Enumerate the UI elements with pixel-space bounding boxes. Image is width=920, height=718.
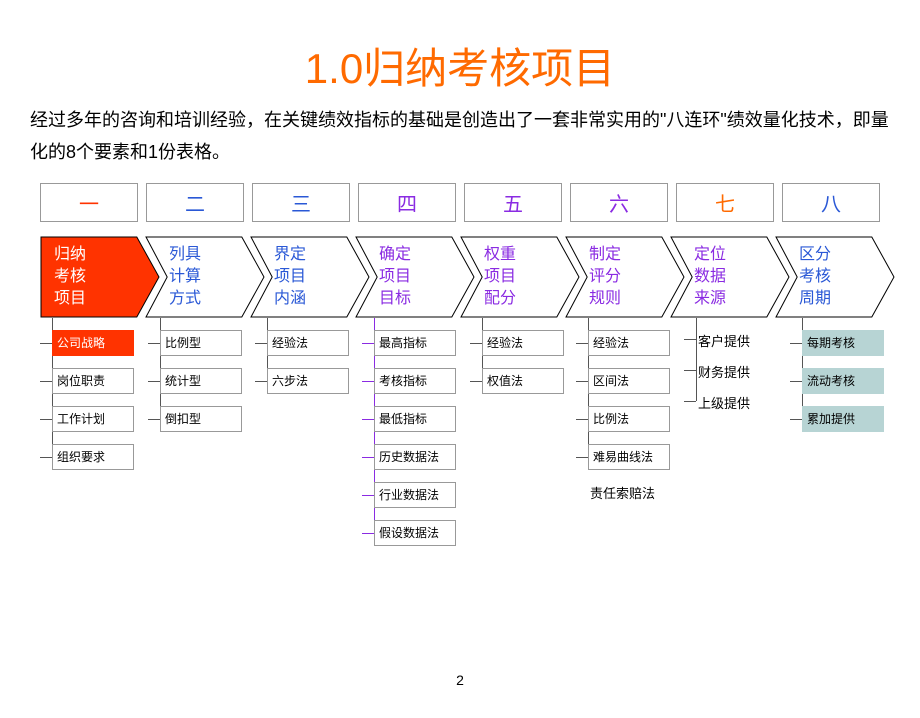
detail-item-label: 经验法 xyxy=(482,330,564,356)
detail-item-label: 工作计划 xyxy=(52,406,134,432)
detail-item-label: 考核指标 xyxy=(374,368,456,394)
detail-item: 假设数据法 xyxy=(362,520,456,546)
detail-item-label: 历史数据法 xyxy=(374,444,456,470)
detail-item-label: 财务提供 xyxy=(696,361,778,380)
detail-item: 历史数据法 xyxy=(362,444,456,470)
detail-columns: 公司战略岗位职责工作计划组织要求比例型统计型倒扣型经验法六步法最高指标考核指标最… xyxy=(30,318,890,718)
detail-item-label: 责任索赔法 xyxy=(588,482,670,501)
detail-item-label: 权值法 xyxy=(482,368,564,394)
detail-item: 岗位职责 xyxy=(40,368,134,394)
detail-item-label: 上级提供 xyxy=(696,392,778,411)
step-number-5: 五 xyxy=(464,183,562,222)
process-step-label: 定位 数据 来源 xyxy=(694,244,726,310)
detail-item-label: 难易曲线法 xyxy=(588,444,670,470)
detail-column-2: 比例型统计型倒扣型 xyxy=(148,318,242,432)
detail-column-8: 每期考核流动考核累加提供 xyxy=(790,318,884,432)
detail-column-1: 公司战略岗位职责工作计划组织要求 xyxy=(40,318,134,470)
detail-item-label: 最低指标 xyxy=(374,406,456,432)
detail-item-label: 倒扣型 xyxy=(160,406,242,432)
detail-item-label: 每期考核 xyxy=(802,330,884,356)
detail-item: 最高指标 xyxy=(362,330,456,356)
detail-item: 上级提供 xyxy=(684,392,778,411)
process-arrow-row: 归纳 考核 项目 列具 计算 方式 界定 项目 内涵 确定 项目 目标 权重 项目 配分… xyxy=(30,236,890,318)
detail-column-6: 经验法区间法比例法难易曲线法责任索赔法 xyxy=(576,318,670,501)
detail-column-4: 最高指标考核指标最低指标历史数据法行业数据法假设数据法 xyxy=(362,318,456,546)
detail-item-label: 最高指标 xyxy=(374,330,456,356)
detail-item-label: 比例法 xyxy=(588,406,670,432)
process-step-7: 定位 数据 来源 xyxy=(670,236,791,318)
process-step-label: 区分 考核 周期 xyxy=(799,244,831,310)
detail-item-label: 公司战略 xyxy=(52,330,134,356)
process-step-3: 界定 项目 内涵 xyxy=(250,236,371,318)
detail-item: 经验法 xyxy=(470,330,564,356)
detail-item-label: 行业数据法 xyxy=(374,482,456,508)
detail-item: 工作计划 xyxy=(40,406,134,432)
detail-item-label: 经验法 xyxy=(588,330,670,356)
detail-item-label: 统计型 xyxy=(160,368,242,394)
detail-item: 每期考核 xyxy=(790,330,884,356)
detail-item: 经验法 xyxy=(576,330,670,356)
step-number-8: 八 xyxy=(782,183,880,222)
detail-item-label: 组织要求 xyxy=(52,444,134,470)
step-number-4: 四 xyxy=(358,183,456,222)
detail-item: 区间法 xyxy=(576,368,670,394)
page-number: 2 xyxy=(0,672,920,688)
process-step-label: 列具 计算 方式 xyxy=(169,244,201,310)
step-number-7: 七 xyxy=(676,183,774,222)
detail-item-label: 累加提供 xyxy=(802,406,884,432)
step-number-1: 一 xyxy=(40,183,138,222)
detail-item: 比例型 xyxy=(148,330,242,356)
detail-item-label: 岗位职责 xyxy=(52,368,134,394)
step-number-row: 一二三四五六七八 xyxy=(30,183,890,222)
detail-item-label: 比例型 xyxy=(160,330,242,356)
detail-item-label: 六步法 xyxy=(267,368,349,394)
detail-column-7: 客户提供财务提供上级提供 xyxy=(684,318,778,411)
process-step-2: 列具 计算 方式 xyxy=(145,236,266,318)
process-step-4: 确定 项目 目标 xyxy=(355,236,476,318)
process-step-label: 制定 评分 规则 xyxy=(589,244,621,310)
detail-column-5: 经验法权值法 xyxy=(470,318,564,394)
detail-item: 难易曲线法 xyxy=(576,444,670,470)
detail-column-3: 经验法六步法 xyxy=(255,318,349,394)
process-step-8: 区分 考核 周期 xyxy=(775,236,896,318)
slide-page: 1.0归纳考核项目 经过多年的咨询和培训经验，在关键绩效指标的基础是创造出了一套… xyxy=(0,0,920,690)
detail-item: 六步法 xyxy=(255,368,349,394)
step-number-3: 三 xyxy=(252,183,350,222)
detail-item: 流动考核 xyxy=(790,368,884,394)
detail-item: 财务提供 xyxy=(684,361,778,380)
step-number-2: 二 xyxy=(146,183,244,222)
page-subtitle: 经过多年的咨询和培训经验，在关键绩效指标的基础是创造出了一套非常实用的"八连环"… xyxy=(30,104,890,169)
process-step-5: 权重 项目 配分 xyxy=(460,236,581,318)
process-step-label: 界定 项目 内涵 xyxy=(274,244,306,310)
detail-item: 比例法 xyxy=(576,406,670,432)
detail-item: 责任索赔法 xyxy=(576,482,670,501)
detail-item: 经验法 xyxy=(255,330,349,356)
detail-item: 客户提供 xyxy=(684,330,778,349)
process-step-1: 归纳 考核 项目 xyxy=(40,236,161,318)
detail-item: 统计型 xyxy=(148,368,242,394)
page-title: 1.0归纳考核项目 xyxy=(30,35,890,96)
detail-item-label: 流动考核 xyxy=(802,368,884,394)
detail-item: 倒扣型 xyxy=(148,406,242,432)
detail-item: 累加提供 xyxy=(790,406,884,432)
detail-item-label: 经验法 xyxy=(267,330,349,356)
process-step-6: 制定 评分 规则 xyxy=(565,236,686,318)
process-step-label: 归纳 考核 项目 xyxy=(54,244,86,310)
step-number-6: 六 xyxy=(570,183,668,222)
detail-item: 行业数据法 xyxy=(362,482,456,508)
process-step-label: 确定 项目 目标 xyxy=(379,244,411,310)
detail-item: 权值法 xyxy=(470,368,564,394)
detail-item-label: 客户提供 xyxy=(696,330,778,349)
detail-item: 公司战略 xyxy=(40,330,134,356)
detail-item-label: 假设数据法 xyxy=(374,520,456,546)
detail-item-label: 区间法 xyxy=(588,368,670,394)
detail-item: 组织要求 xyxy=(40,444,134,470)
detail-item: 最低指标 xyxy=(362,406,456,432)
process-step-label: 权重 项目 配分 xyxy=(484,244,516,310)
detail-item: 考核指标 xyxy=(362,368,456,394)
